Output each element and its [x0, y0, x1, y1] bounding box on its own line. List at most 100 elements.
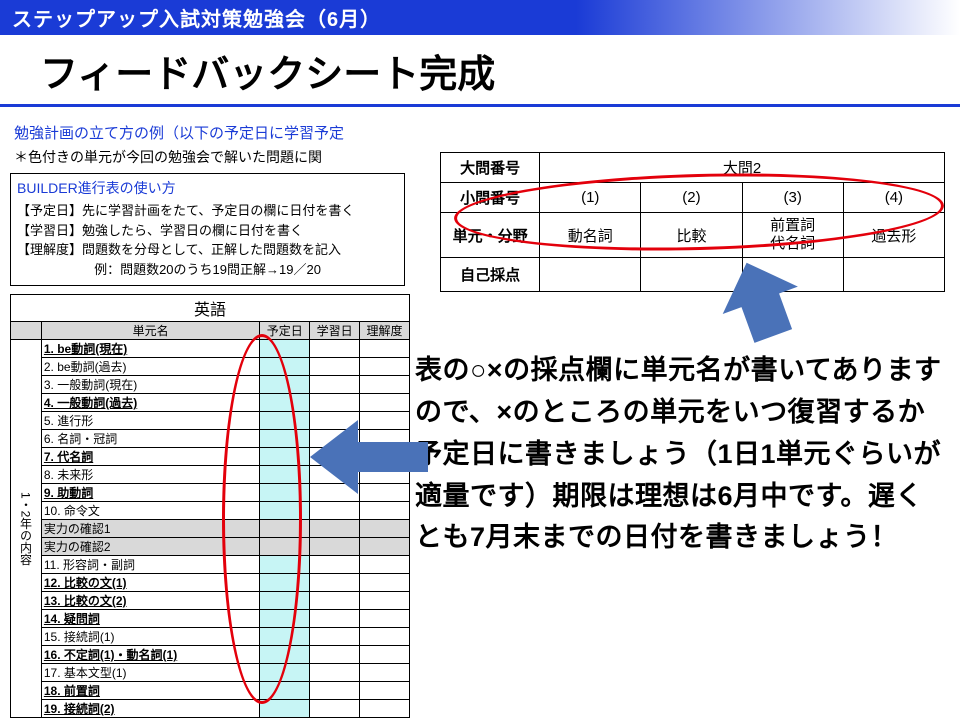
progress-row: 14. 疑問詞 — [11, 610, 410, 628]
rt-cell: (3) — [742, 183, 843, 213]
unit-cell: 4. 一般動詞(過去) — [41, 394, 260, 412]
understanding-cell — [360, 340, 410, 358]
plan-date-cell — [260, 466, 310, 484]
study-date-cell — [310, 340, 360, 358]
header-study-date: 学習日 — [310, 322, 360, 340]
rt-cell: 前置詞 代名詞 — [742, 213, 843, 258]
plan-date-cell — [260, 484, 310, 502]
understanding-cell — [360, 448, 410, 466]
builder-line: 【学習日】勉強したら、学習日の欄に日付を書く — [17, 221, 398, 241]
plan-date-cell — [260, 502, 310, 520]
unit-cell: 1. be動詞(現在) — [41, 340, 260, 358]
progress-row: 8. 未来形 — [11, 466, 410, 484]
study-date-cell — [310, 646, 360, 664]
progress-table: 単元名 予定日 学習日 理解度 1・2年の内容1. be動詞(現在)2. be動… — [10, 321, 410, 718]
rt-label-unit: 単元・分野 — [441, 213, 540, 258]
rt-cell: 動名詞 — [540, 213, 641, 258]
progress-row: 7. 代名詞 — [11, 448, 410, 466]
progress-row: 18. 前置詞 — [11, 682, 410, 700]
progress-header-row: 単元名 予定日 学習日 理解度 — [11, 322, 410, 340]
understanding-cell — [360, 700, 410, 718]
progress-row: 実力の確認2 — [11, 538, 410, 556]
study-date-cell — [310, 358, 360, 376]
progress-row: 6. 名詞・冠詞 — [11, 430, 410, 448]
rt-row-score: 自己採点 — [441, 258, 945, 292]
progress-title: 英語 — [10, 294, 410, 321]
header-understanding: 理解度 — [360, 322, 410, 340]
rt-daimon-value: 大問2 — [540, 153, 945, 183]
rt-row-unit: 単元・分野 動名詞 比較 前置詞 代名詞 過去形 — [441, 213, 945, 258]
plan-date-cell — [260, 412, 310, 430]
progress-row: 19. 接続詞(2) — [11, 700, 410, 718]
header-unit: 単元名 — [41, 322, 260, 340]
explanation-text: 表の○×の採点欄に単元名が書いてありますので、×のところの単元をいつ復習するか予… — [415, 350, 945, 559]
rt-label-daimon: 大問番号 — [441, 153, 540, 183]
plan-date-cell — [260, 700, 310, 718]
plan-date-cell — [260, 592, 310, 610]
title-underline — [0, 104, 960, 107]
study-date-cell — [310, 682, 360, 700]
unit-cell: 実力の確認2 — [41, 538, 260, 556]
progress-side-label: 1・2年の内容 — [11, 340, 42, 718]
unit-cell: 13. 比較の文(2) — [41, 592, 260, 610]
progress-row: 11. 形容詞・副詞 — [11, 556, 410, 574]
study-date-cell — [310, 538, 360, 556]
study-date-cell — [310, 592, 360, 610]
rt-row-shoumon: 小問番号 (1) (2) (3) (4) — [441, 183, 945, 213]
progress-row: 実力の確認1 — [11, 520, 410, 538]
progress-row: 15. 接続詞(1) — [11, 628, 410, 646]
progress-row: 1・2年の内容1. be動詞(現在) — [11, 340, 410, 358]
understanding-cell — [360, 358, 410, 376]
rt-cell — [641, 258, 742, 292]
understanding-cell — [360, 556, 410, 574]
unit-cell: 11. 形容詞・副詞 — [41, 556, 260, 574]
unit-cell: 10. 命令文 — [41, 502, 260, 520]
understanding-cell — [360, 592, 410, 610]
understanding-cell — [360, 646, 410, 664]
plan-date-cell — [260, 448, 310, 466]
understanding-cell — [360, 394, 410, 412]
unit-cell: 12. 比較の文(1) — [41, 574, 260, 592]
progress-row: 2. be動詞(過去) — [11, 358, 410, 376]
study-date-cell — [310, 556, 360, 574]
understanding-cell — [360, 538, 410, 556]
study-date-cell — [310, 448, 360, 466]
builder-line: 【予定日】先に学習計画をたて、予定日の欄に日付を書く — [17, 201, 398, 221]
plan-date-cell — [260, 340, 310, 358]
header-side — [11, 322, 42, 340]
study-date-cell — [310, 574, 360, 592]
unit-cell: 7. 代名詞 — [41, 448, 260, 466]
header-plan-date: 予定日 — [260, 322, 310, 340]
color-note: ＊色付きの単元が今回の勉強会で解いた問題に関 — [10, 145, 415, 173]
understanding-cell — [360, 610, 410, 628]
unit-cell: 17. 基本文型(1) — [41, 664, 260, 682]
plan-date-cell — [260, 628, 310, 646]
plan-date-cell — [260, 646, 310, 664]
study-date-cell — [310, 502, 360, 520]
unit-cell: 5. 進行形 — [41, 412, 260, 430]
builder-usage-box: BUILDER進行表の使い方 【予定日】先に学習計画をたて、予定日の欄に日付を書… — [10, 173, 405, 286]
understanding-cell — [360, 520, 410, 538]
understanding-cell — [360, 682, 410, 700]
unit-cell: 19. 接続詞(2) — [41, 700, 260, 718]
unit-cell: 8. 未来形 — [41, 466, 260, 484]
rt-cell: (1) — [540, 183, 641, 213]
rt-label-score: 自己採点 — [441, 258, 540, 292]
understanding-cell — [360, 484, 410, 502]
unit-cell: 6. 名詞・冠詞 — [41, 430, 260, 448]
understanding-cell — [360, 430, 410, 448]
unit-cell: 15. 接続詞(1) — [41, 628, 260, 646]
study-date-cell — [310, 430, 360, 448]
understanding-cell — [360, 574, 410, 592]
plan-date-cell — [260, 556, 310, 574]
unit-cell: 14. 疑問詞 — [41, 610, 260, 628]
plan-date-cell — [260, 394, 310, 412]
rt-cell — [540, 258, 641, 292]
unit-cell: 実力の確認1 — [41, 520, 260, 538]
study-date-cell — [310, 376, 360, 394]
rt-cell: 過去形 — [843, 213, 944, 258]
progress-row: 13. 比較の文(2) — [11, 592, 410, 610]
builder-header: BUILDER進行表の使い方 — [17, 178, 398, 199]
plan-subtitle: 勉強計画の立て方の例（以下の予定日に学習予定 — [10, 118, 415, 145]
plan-date-cell — [260, 358, 310, 376]
